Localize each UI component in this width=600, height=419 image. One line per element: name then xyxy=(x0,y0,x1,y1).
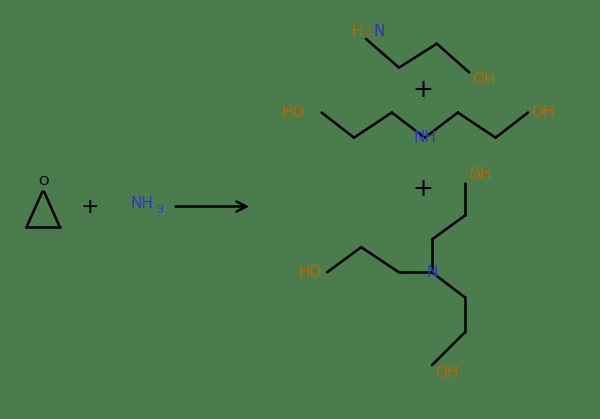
Text: 2: 2 xyxy=(363,26,370,36)
Text: N: N xyxy=(374,24,385,39)
Text: HO: HO xyxy=(281,105,305,120)
Text: N: N xyxy=(427,265,437,280)
Text: NH: NH xyxy=(131,196,154,211)
Text: OH: OH xyxy=(435,365,458,380)
Text: H: H xyxy=(352,24,363,39)
Text: OH: OH xyxy=(468,167,491,182)
Text: OH: OH xyxy=(472,72,496,87)
Text: HO: HO xyxy=(299,265,322,280)
Text: +: + xyxy=(413,78,433,102)
Text: O: O xyxy=(38,176,49,189)
Text: 3: 3 xyxy=(156,204,163,215)
Text: +: + xyxy=(80,197,100,217)
Text: OH: OH xyxy=(531,105,554,120)
Circle shape xyxy=(35,173,52,191)
Text: NH: NH xyxy=(413,130,436,145)
Text: +: + xyxy=(413,176,433,201)
